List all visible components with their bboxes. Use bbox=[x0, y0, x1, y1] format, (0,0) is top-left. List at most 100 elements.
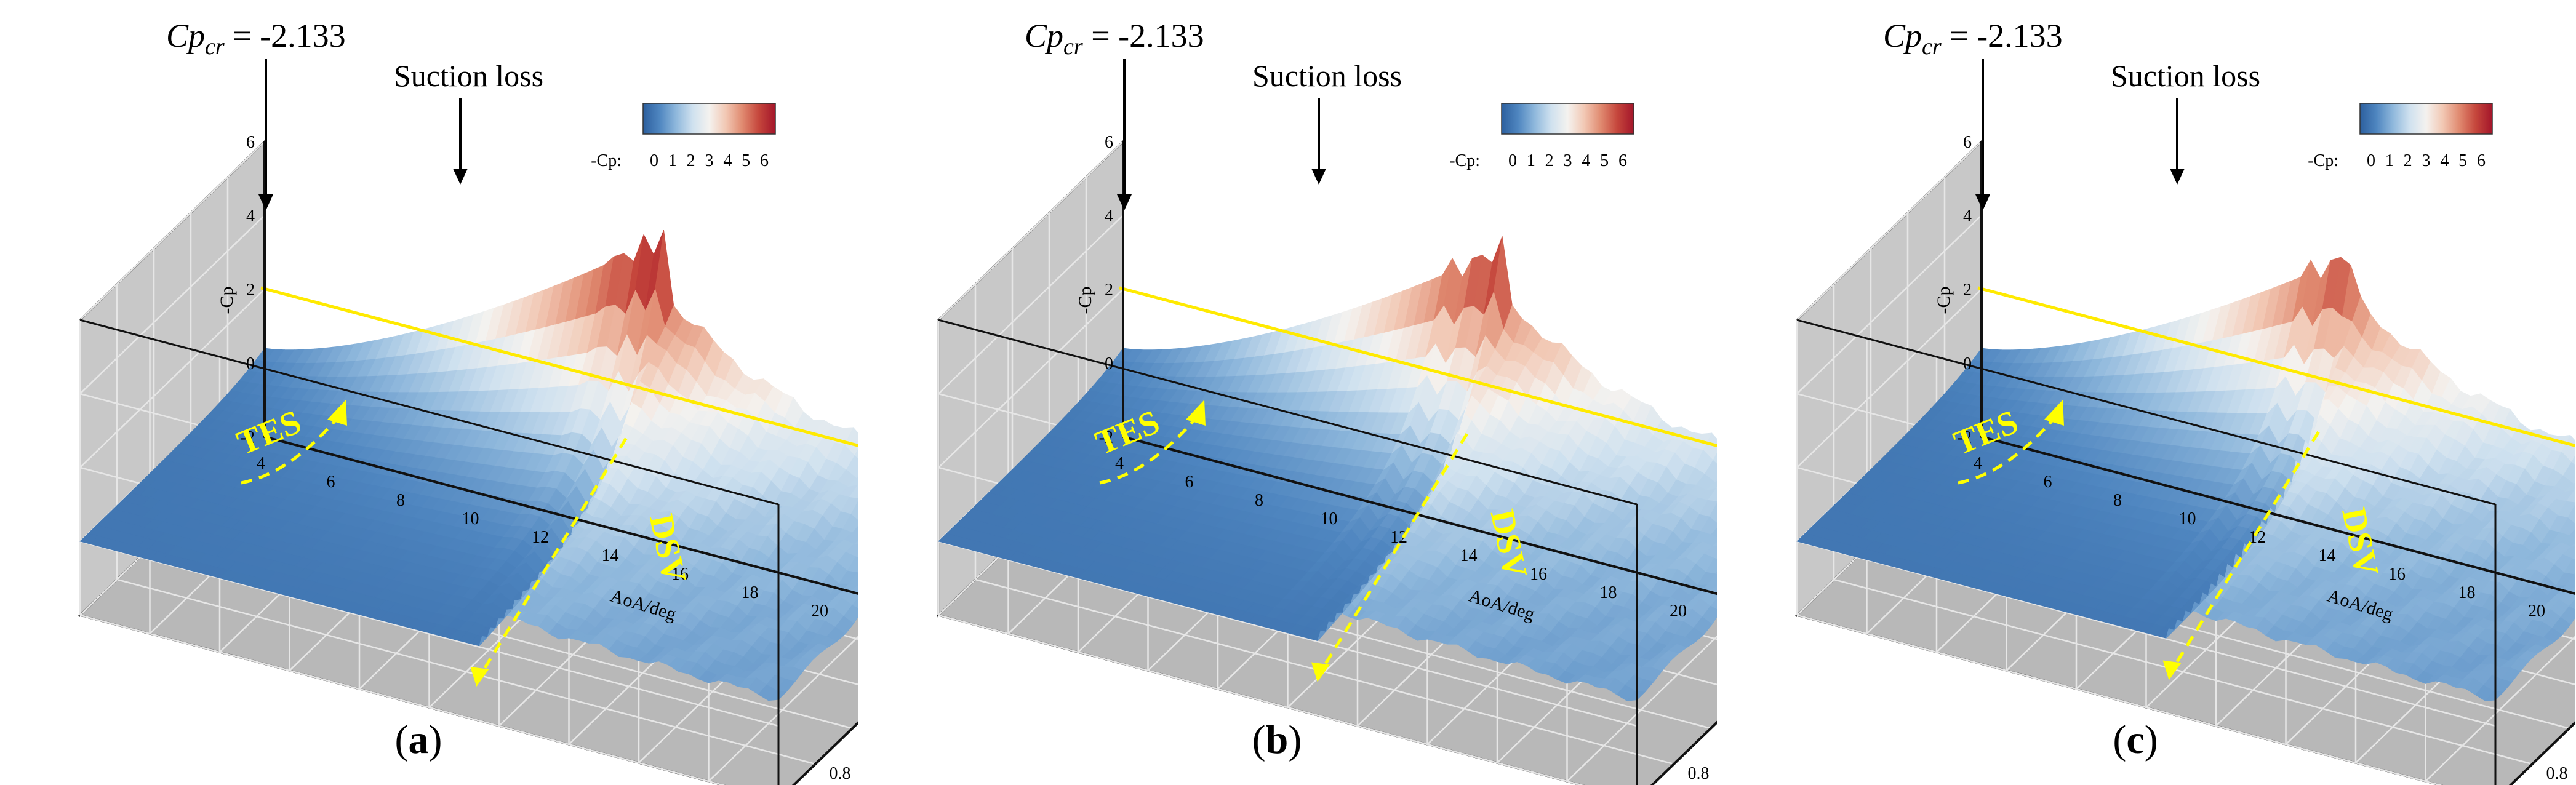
z-axis-name: -Cp bbox=[217, 287, 237, 314]
surface-cell bbox=[1711, 527, 1717, 538]
z-tick-label: 6 bbox=[1963, 133, 1972, 152]
cp-cr-label: Cpcr = -2.133 bbox=[166, 17, 346, 60]
surface-cell bbox=[2567, 504, 2575, 524]
colorbar-title: -Cp: bbox=[591, 151, 622, 170]
cp-value: -2.133 bbox=[1977, 17, 2062, 54]
colorbar-tick-label: 1 bbox=[1527, 151, 1535, 170]
cp-symbol: Cp bbox=[1025, 17, 1063, 54]
colorbar bbox=[642, 103, 776, 135]
suction-loss-label: Suction loss bbox=[2111, 58, 2260, 93]
colorbar-tick-label: 4 bbox=[723, 151, 732, 170]
arrow-head bbox=[2170, 169, 2185, 185]
grid-line bbox=[116, 578, 816, 765]
critical-cp-line bbox=[1119, 286, 1717, 448]
suction-loss-label: Suction loss bbox=[1252, 58, 1402, 93]
surface-cell bbox=[1713, 452, 1717, 464]
colorbar-tick-label: 0 bbox=[650, 151, 658, 170]
tes-arrow-head bbox=[327, 400, 347, 426]
aoa-tick-label: 20 bbox=[1670, 602, 1687, 621]
box-top-edge bbox=[1796, 319, 2496, 506]
grid-line bbox=[1833, 578, 2533, 765]
chart-panel-2: -20246-Cp4681012141618202224AoA/deg00.20… bbox=[1795, 17, 2575, 785]
z-tick-label: 6 bbox=[246, 133, 255, 152]
dsv-arrow-head bbox=[1311, 662, 1330, 682]
colorbar-tick-label: 3 bbox=[705, 151, 714, 170]
tes-arrow-head bbox=[2044, 400, 2064, 426]
cp-surface bbox=[79, 229, 858, 701]
critical-cp-line bbox=[1977, 286, 2575, 448]
cp-symbol: Cp bbox=[166, 17, 205, 54]
colorbar-tick-label: 5 bbox=[742, 151, 750, 170]
dsv-arrow-head bbox=[470, 667, 489, 687]
cp-cr-arrow bbox=[258, 59, 273, 210]
caption-letter: b bbox=[1266, 717, 1289, 762]
surface-cell bbox=[2569, 599, 2575, 610]
suction-loss-label: Suction loss bbox=[394, 58, 543, 93]
arrow-head bbox=[1975, 194, 1990, 210]
aoa-tick-label: 14 bbox=[602, 546, 619, 565]
dsv-arrow-head bbox=[2162, 660, 2182, 680]
panel-caption: (b) bbox=[1252, 717, 1302, 762]
z-tick-label: 4 bbox=[246, 207, 255, 226]
aoa-tick-label: 8 bbox=[1255, 491, 1263, 510]
z-tick-label: 2 bbox=[1105, 281, 1113, 300]
grid-line bbox=[79, 289, 265, 468]
surface-cell bbox=[2571, 455, 2575, 466]
colorbar-tick-label: 0 bbox=[1508, 151, 1517, 170]
cp-subscript: cr bbox=[1922, 34, 1942, 60]
cp-cr-label: Cpcr = -2.133 bbox=[1025, 17, 1204, 60]
surface-cell bbox=[1708, 487, 1717, 501]
arrow-head bbox=[1117, 194, 1132, 210]
colorbar-tick-label: 6 bbox=[760, 151, 769, 170]
critical-cp-line bbox=[260, 286, 858, 448]
aoa-tick-label: 14 bbox=[1460, 546, 1478, 565]
surface-cell bbox=[2569, 528, 2575, 538]
aoa-tick-label: 18 bbox=[1600, 583, 1617, 602]
caption-paren: ) bbox=[1288, 717, 1302, 762]
aoa-tick-label: 4 bbox=[257, 454, 265, 473]
z-tick-label: -2 bbox=[241, 428, 255, 447]
surface-cell bbox=[849, 572, 858, 585]
grid-line bbox=[2425, 635, 2575, 782]
surface-cell bbox=[843, 604, 858, 624]
box-front-edges bbox=[1980, 141, 2575, 785]
surface-cell bbox=[1702, 605, 1717, 624]
tes-arrow-head bbox=[1186, 400, 1206, 426]
panel-caption: (a) bbox=[395, 717, 442, 762]
aoa-tick-label: 4 bbox=[1974, 454, 1982, 473]
arrow-head bbox=[1311, 169, 1326, 185]
grid-line bbox=[938, 141, 1124, 321]
cp-cr-label: Cpcr = -2.133 bbox=[1883, 17, 2063, 60]
colorbar-tick-label: 0 bbox=[2367, 151, 2375, 170]
aoa-tick-label: 6 bbox=[2044, 472, 2052, 492]
surface-cell bbox=[852, 525, 858, 535]
cp-equals: = bbox=[1083, 17, 1118, 54]
colorbar-tick-label: 3 bbox=[2422, 151, 2431, 170]
grid-line bbox=[938, 289, 1124, 468]
grid-line bbox=[1566, 635, 1717, 782]
dsv-dashed-line bbox=[2171, 431, 2320, 670]
tes-dashed-curve bbox=[241, 417, 338, 485]
colorbar-tick-label: 2 bbox=[687, 151, 695, 170]
aoa-tick-label: 20 bbox=[2528, 602, 2545, 621]
colorbar-title: -Cp: bbox=[1449, 151, 1480, 170]
cp-cr-arrow bbox=[1975, 59, 1990, 210]
surface-cell bbox=[854, 447, 858, 460]
z-tick-label: 0 bbox=[1963, 354, 1972, 373]
surface-cell bbox=[1707, 573, 1717, 586]
caption-letter: a bbox=[409, 717, 429, 762]
cp-cr-arrow bbox=[1117, 59, 1132, 210]
colorbar-tick-label: 4 bbox=[2440, 151, 2449, 170]
grid-line bbox=[1796, 289, 1982, 468]
suction-loss-arrow bbox=[2170, 98, 2185, 185]
colorbar bbox=[1501, 103, 1634, 135]
aoa-tick-label: 8 bbox=[2113, 491, 2122, 510]
colorbar-tick-label: 4 bbox=[1582, 151, 1590, 170]
box-front-edges bbox=[263, 141, 858, 785]
z-axis-name: -Cp bbox=[1075, 287, 1095, 314]
suction-loss-arrow bbox=[1311, 98, 1326, 185]
grid-line bbox=[708, 635, 858, 782]
panel-caption: (c) bbox=[2113, 717, 2158, 762]
z-tick-label: 4 bbox=[1105, 207, 1113, 226]
